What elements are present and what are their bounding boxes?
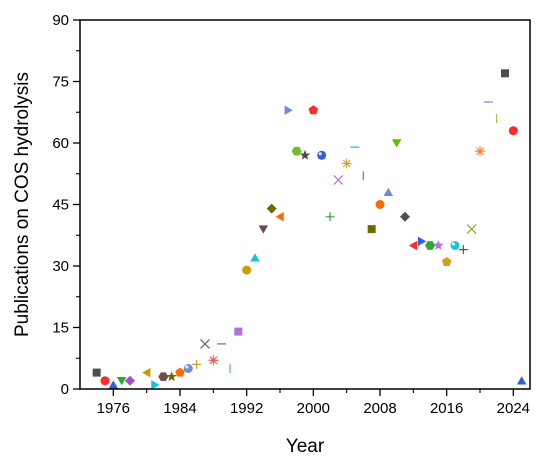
data-point [475,146,485,157]
data-point [408,240,418,251]
data-point [317,150,327,160]
data-point [266,203,277,214]
data-point [100,376,110,386]
x-axis-label: Year [286,436,325,457]
data-point [516,376,527,385]
data-point [200,338,210,349]
data-point [208,355,219,366]
x-tick-label: 2024 [497,400,530,417]
data-point [125,375,135,386]
data-point [151,380,160,390]
x-tick-label: 2016 [430,400,463,417]
y-axis-label: Publications on COS hydrolysis [12,72,33,337]
data-point [116,377,127,386]
x-tick-label: 1976 [97,400,130,417]
y-tick-label: 60 [52,135,69,152]
data-point [391,139,402,148]
data-point [508,126,518,136]
x-tick-label: 1984 [163,400,196,417]
axis-ticks: 1976 1984 1992 2000 2008 2016 2024 0 15 30 45 60 75 9… [52,12,530,417]
data-point [284,105,293,115]
y-tick-label: 90 [52,12,69,29]
data-points [92,69,527,390]
data-point [242,265,252,275]
data-point [275,212,284,222]
y-tick-label: 45 [52,197,69,214]
data-point [333,174,344,185]
data-point [158,372,169,382]
data-point [258,225,269,234]
x-tick-label: 1992 [230,400,263,417]
data-point [458,245,468,255]
data-point [341,158,352,169]
data-point [250,253,260,262]
y-tick-label: 0 [61,381,69,398]
data-point [383,187,394,196]
data-point [325,212,335,222]
data-point [234,327,243,336]
data-point [501,69,509,78]
data-point [192,359,202,369]
data-point [183,364,193,373]
plot-area-frame [79,19,531,390]
data-point [367,225,376,234]
data-point [92,368,101,377]
y-tick-label: 75 [52,74,69,91]
data-point [166,371,177,382]
data-point [142,367,151,378]
data-point [108,380,119,389]
y-tick-label: 30 [52,258,69,275]
data-point [175,367,185,377]
x-tick-label: 2000 [297,400,330,417]
data-point [375,200,385,209]
data-point [291,146,302,156]
data-point [299,149,311,160]
data-point [433,240,444,250]
data-point [308,105,319,115]
data-point [441,256,452,266]
data-point [400,211,410,222]
data-point [450,241,460,250]
y-tick-label: 15 [52,320,69,337]
data-point [417,236,427,247]
data-point [425,241,435,250]
data-point [466,224,477,235]
x-tick-label: 2008 [363,400,396,417]
